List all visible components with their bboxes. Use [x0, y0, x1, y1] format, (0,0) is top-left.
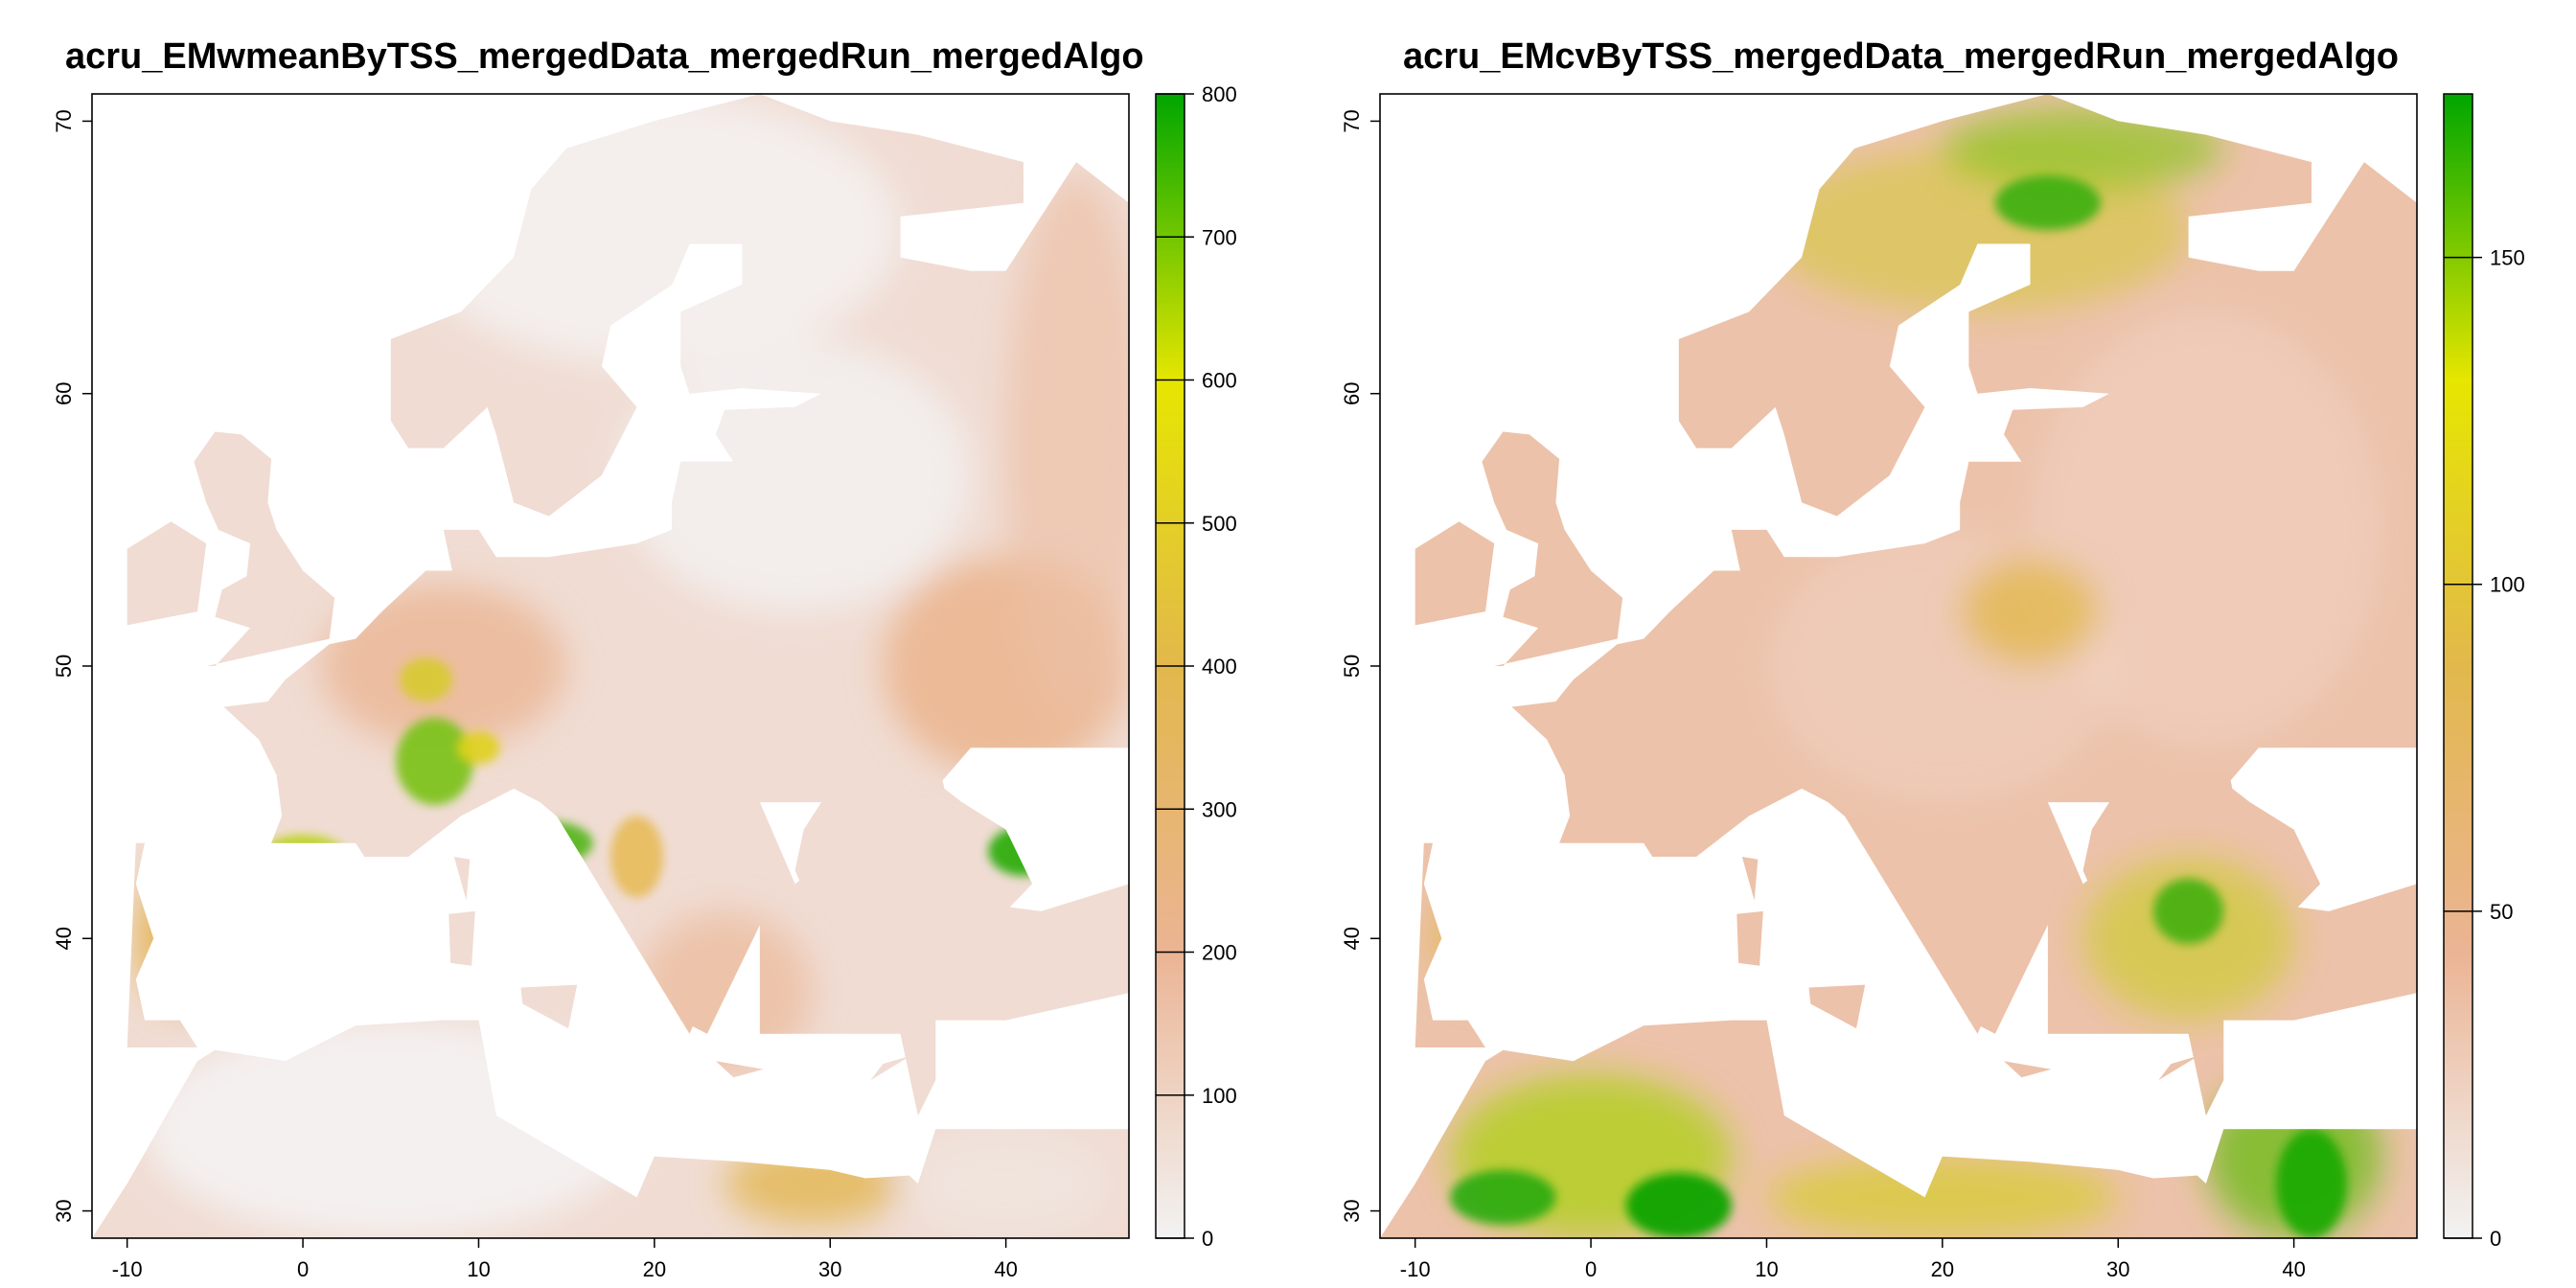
raster-cell: [610, 816, 664, 898]
legend-tick-label: 300: [1202, 797, 1237, 821]
y-tick-label: 60: [1340, 381, 1364, 404]
y-tick-label: 70: [52, 109, 76, 132]
legend-tick-label: 100: [1202, 1084, 1237, 1108]
raster-cell: [724, 1142, 901, 1225]
legend-colorbar: [2443, 93, 2473, 1239]
map-title: acru_EMwmeanByTSS_mergedData_mergedRun_m…: [65, 36, 1144, 77]
x-tick-label: -10: [112, 1257, 143, 1281]
y-tick-label: 60: [52, 381, 76, 404]
raster-cell: [135, 870, 224, 1007]
raster-cell: [396, 718, 473, 805]
legend-tick-label: 50: [2490, 900, 2513, 924]
raster-cell: [2030, 311, 2382, 748]
legend-tick-label: 400: [1202, 655, 1237, 678]
map-title: acru_EMcvByTSS_mergedData_mergedRun_merg…: [1403, 36, 2400, 77]
land-raster: [92, 94, 1129, 1238]
y-tick-label: 30: [52, 1199, 76, 1222]
x-tick-label: 40: [2282, 1257, 2305, 1281]
x-tick-label: 30: [2106, 1257, 2129, 1281]
legend-tick-label: 500: [1202, 512, 1237, 536]
raster-cell: [2152, 878, 2224, 944]
x-tick-label: 20: [1931, 1257, 1954, 1281]
raster-cell: [1960, 557, 2101, 667]
legend-tick-label: 200: [1202, 941, 1237, 965]
y-tick-label: 40: [52, 927, 76, 950]
raster-cell: [145, 1020, 637, 1238]
y-tick-label: 50: [1340, 655, 1364, 678]
raster-cell: [457, 731, 500, 765]
raster-cell: [900, 1129, 1112, 1238]
x-tick-label: 20: [643, 1257, 666, 1281]
raster-cell: [259, 835, 347, 879]
y-tick-label: 70: [1340, 109, 1364, 132]
legend-tick-label: 0: [1202, 1227, 1213, 1251]
y-tick-label: 50: [52, 655, 76, 678]
raster-cell: [399, 657, 452, 702]
x-tick-label: 40: [994, 1257, 1017, 1281]
y-tick-label: 30: [1340, 1199, 1364, 1222]
raster-cell: [2276, 1129, 2347, 1238]
raster-cell: [1433, 884, 1539, 994]
legend-tick-label: 150: [2490, 246, 2525, 270]
raster-cell: [988, 826, 1059, 876]
map-panel-wmean: acru_EMwmeanByTSS_mergedData_mergedRun_m…: [52, 36, 1237, 1281]
raster-cell: [1994, 175, 2101, 231]
legend-tick-label: 700: [1202, 225, 1237, 249]
raster-cell: [1625, 1172, 1732, 1238]
raster-cell: [636, 910, 813, 1075]
x-tick-label: -10: [1400, 1257, 1431, 1281]
raster-cell: [1766, 1156, 2119, 1238]
x-tick-label: 10: [467, 1257, 490, 1281]
raster-cell: [145, 857, 321, 1021]
raster-cell: [408, 94, 901, 367]
x-tick-label: 0: [297, 1257, 309, 1281]
legend-tick-label: 100: [2490, 573, 2525, 597]
land-raster: [1380, 94, 2417, 1238]
map-panel-cv: acru_EMcvByTSS_mergedData_mergedRun_merg…: [1288, 0, 2576, 1288]
y-tick-label: 40: [1340, 927, 1364, 950]
x-tick-label: 30: [818, 1257, 841, 1281]
raster-cell: [504, 821, 593, 865]
raster-cell: [1450, 1169, 1556, 1225]
x-tick-label: 0: [1585, 1257, 1597, 1281]
map-plot: -10 0 10 20 30 403040506070010020030040050060…: [52, 82, 1237, 1281]
raster-cell: [1005, 175, 1129, 721]
legend-tick-label: 0: [2490, 1227, 2501, 1251]
map-plot: -10 0 10 20 30 40 30 40 50 60 70 0 50 100 150: [1340, 93, 2525, 1281]
legend-tick-label: 600: [1202, 369, 1237, 393]
raster-cell: [1942, 107, 2224, 190]
legend-tick-label: 800: [1202, 82, 1237, 106]
raster-cell: [619, 338, 971, 612]
x-tick-label: 10: [1755, 1257, 1778, 1281]
